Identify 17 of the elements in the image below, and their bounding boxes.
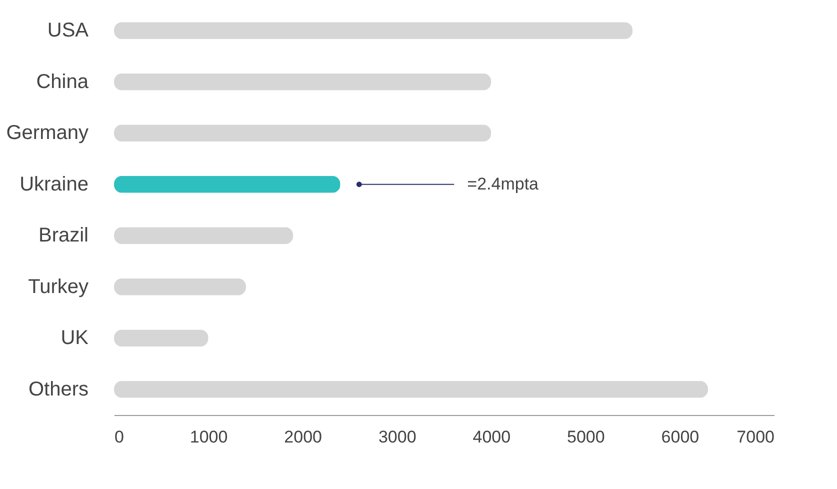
y-tick-label: China	[36, 70, 90, 93]
x-tick-label: 1000	[190, 428, 228, 446]
x-tick-label: 6000	[661, 428, 700, 446]
x-tick-label: 0	[114, 428, 124, 446]
y-tick-label: Others	[28, 378, 88, 400]
y-tick-label: USA	[47, 20, 90, 42]
annotation: =2.4mpta	[467, 174, 540, 194]
x-tick-label: 2000	[284, 428, 322, 446]
y-tick-label: UK	[60, 327, 90, 350]
x-tick-label: 4000	[472, 428, 511, 446]
x-tick-label: 5000	[567, 428, 605, 446]
y-tick-label: Turkey	[28, 276, 88, 298]
y-tick-label: Ukraine	[20, 173, 88, 196]
y-tick-label: Germany	[6, 122, 88, 144]
x-tick-label: 3000	[378, 428, 416, 446]
x-tick-label: 7000	[736, 428, 774, 446]
y-tick-label: Brazil	[38, 224, 88, 247]
